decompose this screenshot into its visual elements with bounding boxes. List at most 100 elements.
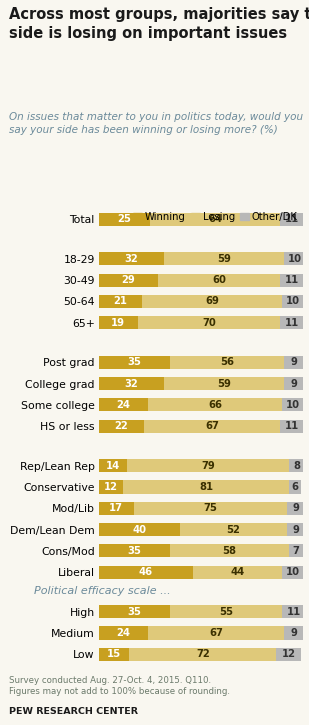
Text: 81: 81 <box>199 482 213 492</box>
Text: 9: 9 <box>290 628 297 638</box>
Bar <box>99 398 148 412</box>
Bar <box>286 502 305 515</box>
Text: On issues that matter to you in politics today, would you
say your side has been: On issues that matter to you in politics… <box>9 112 303 135</box>
Bar <box>164 377 285 390</box>
Text: 58: 58 <box>222 546 236 556</box>
Bar <box>148 398 282 412</box>
Bar <box>150 213 280 226</box>
Text: PEW RESEARCH CENTER: PEW RESEARCH CENTER <box>9 708 138 716</box>
Text: 32: 32 <box>125 378 138 389</box>
Bar <box>282 605 305 618</box>
Bar <box>99 213 150 226</box>
Bar <box>148 626 285 639</box>
Bar <box>144 420 280 433</box>
Text: 19: 19 <box>111 318 125 328</box>
Text: 9: 9 <box>292 503 299 513</box>
Bar <box>127 459 289 472</box>
Legend: Winning, Losing, Other/DK: Winning, Losing, Other/DK <box>133 212 298 222</box>
Text: 79: 79 <box>201 460 215 471</box>
Bar <box>99 295 142 308</box>
Bar <box>282 566 303 579</box>
Text: 69: 69 <box>205 297 219 307</box>
Bar <box>123 480 289 494</box>
Bar <box>286 523 305 536</box>
Text: 72: 72 <box>196 649 210 659</box>
Bar <box>280 316 303 329</box>
Text: 66: 66 <box>208 400 222 410</box>
Text: 59: 59 <box>217 378 231 389</box>
Text: 11: 11 <box>285 276 299 285</box>
Text: 35: 35 <box>128 546 142 556</box>
Text: 44: 44 <box>231 567 245 577</box>
Text: 6: 6 <box>291 482 298 492</box>
Bar <box>282 398 303 412</box>
Bar <box>99 377 164 390</box>
Bar <box>285 626 303 639</box>
Bar <box>280 213 303 226</box>
Bar <box>170 544 289 558</box>
Text: Political efficacy scale ...: Political efficacy scale ... <box>34 586 170 596</box>
Text: 35: 35 <box>128 607 142 616</box>
Text: 32: 32 <box>125 254 138 264</box>
Bar <box>170 605 282 618</box>
Bar <box>285 355 303 369</box>
Bar <box>99 480 123 494</box>
Text: 9: 9 <box>292 524 299 534</box>
Bar <box>158 273 280 287</box>
Text: 12: 12 <box>104 482 118 492</box>
Text: 10: 10 <box>288 254 302 264</box>
Text: 24: 24 <box>116 628 130 638</box>
Text: 64: 64 <box>208 215 222 225</box>
Bar <box>289 480 301 494</box>
Text: 67: 67 <box>209 628 223 638</box>
Text: 24: 24 <box>116 400 130 410</box>
Text: Survey conducted Aug. 27-Oct. 4, 2015. Q110.
Figures may not add to 100% because: Survey conducted Aug. 27-Oct. 4, 2015. Q… <box>9 676 230 696</box>
Bar <box>99 502 133 515</box>
Text: 11: 11 <box>285 421 299 431</box>
Text: 70: 70 <box>202 318 216 328</box>
Text: 9: 9 <box>290 378 297 389</box>
Bar <box>280 420 303 433</box>
Bar <box>129 647 276 660</box>
Text: 10: 10 <box>286 297 300 307</box>
Text: 7: 7 <box>292 546 299 556</box>
Bar <box>99 647 129 660</box>
Text: 59: 59 <box>217 254 231 264</box>
Bar <box>99 523 180 536</box>
Bar <box>276 647 301 660</box>
Bar <box>99 459 127 472</box>
Text: 67: 67 <box>205 421 219 431</box>
Text: 22: 22 <box>114 421 128 431</box>
Text: 11: 11 <box>285 318 299 328</box>
Text: 25: 25 <box>117 215 131 225</box>
Bar <box>99 420 144 433</box>
Text: 40: 40 <box>133 524 147 534</box>
Bar <box>285 252 305 265</box>
Bar <box>99 355 170 369</box>
Text: 11: 11 <box>285 215 299 225</box>
Text: 17: 17 <box>109 503 123 513</box>
Text: 9: 9 <box>290 357 297 368</box>
Text: 15: 15 <box>107 649 121 659</box>
Text: 35: 35 <box>128 357 142 368</box>
Bar <box>99 316 138 329</box>
Text: 46: 46 <box>139 567 153 577</box>
Text: 55: 55 <box>219 607 233 616</box>
Bar <box>99 566 193 579</box>
Text: 29: 29 <box>121 276 135 285</box>
Bar <box>99 544 170 558</box>
Text: 10: 10 <box>286 400 300 410</box>
Text: Across most groups, majorities say their
side is losing on important issues: Across most groups, majorities say their… <box>9 7 309 41</box>
Text: 8: 8 <box>293 460 300 471</box>
Bar <box>285 377 303 390</box>
Text: 75: 75 <box>203 503 217 513</box>
Text: 21: 21 <box>113 297 127 307</box>
Bar <box>280 273 303 287</box>
Bar <box>170 355 285 369</box>
Bar <box>289 544 303 558</box>
Bar <box>180 523 286 536</box>
Bar <box>133 502 286 515</box>
Bar <box>289 459 305 472</box>
Text: 56: 56 <box>220 357 234 368</box>
Bar <box>99 605 170 618</box>
